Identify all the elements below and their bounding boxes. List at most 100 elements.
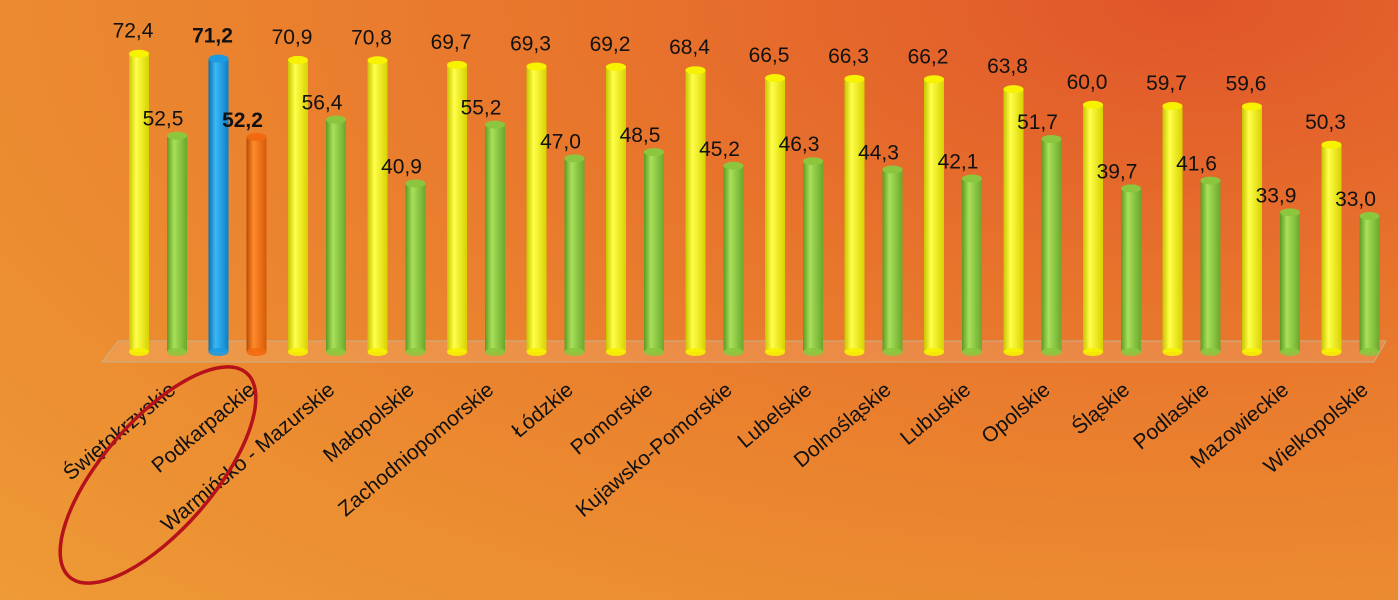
value-label: 51,7 xyxy=(1017,111,1058,134)
bar-series2 xyxy=(1121,188,1141,352)
bar-base xyxy=(1200,348,1221,356)
bar-cap xyxy=(765,74,785,83)
bar-base xyxy=(129,348,149,356)
value-label: 56,4 xyxy=(302,92,343,115)
bar-base xyxy=(1359,348,1380,356)
value-label: 33,0 xyxy=(1335,188,1376,211)
value-label: 72,4 xyxy=(113,20,154,43)
bar-base xyxy=(405,348,426,356)
value-label: 42,1 xyxy=(938,151,979,174)
bar-cap xyxy=(1200,176,1221,185)
bar-base xyxy=(962,348,982,356)
bar-base xyxy=(803,348,823,356)
value-label: 66,2 xyxy=(908,45,949,68)
value-label: 46,3 xyxy=(779,133,820,156)
bar-base xyxy=(1121,348,1141,356)
value-label: 60,0 xyxy=(1067,71,1108,94)
bar-series1 xyxy=(765,78,785,353)
value-label: 59,7 xyxy=(1146,72,1187,95)
value-label: 63,8 xyxy=(987,55,1028,78)
bar-series2 xyxy=(246,136,267,352)
bar-series2 xyxy=(644,152,664,352)
bar-cap xyxy=(564,154,585,163)
value-label: 66,5 xyxy=(749,44,790,67)
bar-cap xyxy=(246,132,267,141)
bar-series2 xyxy=(962,178,982,352)
bar-series1 xyxy=(1083,104,1103,352)
category-label: Łódzkie xyxy=(507,378,577,442)
bar-series2 xyxy=(1280,212,1300,352)
bar-series2 xyxy=(1359,216,1380,352)
value-label: 70,8 xyxy=(351,26,392,49)
bar-series2 xyxy=(167,135,187,352)
value-label: 40,9 xyxy=(381,155,422,178)
bar-base xyxy=(167,348,187,356)
bar-cap xyxy=(1121,184,1141,193)
bar-cap xyxy=(1041,134,1062,143)
category-label: Zachodniopomorskie xyxy=(334,378,498,521)
bar-cap xyxy=(1083,100,1103,109)
highlight-ellipse xyxy=(58,365,258,585)
bar-cap xyxy=(367,56,388,65)
bar-base xyxy=(765,348,785,356)
value-label: 68,4 xyxy=(669,36,710,59)
bar-series1 xyxy=(924,79,944,353)
bar-cap xyxy=(326,115,346,124)
bar-base xyxy=(367,348,388,356)
value-label: 50,3 xyxy=(1305,111,1346,134)
bar-series1 xyxy=(208,58,229,352)
value-label: 52,5 xyxy=(143,108,184,131)
value-label: 44,3 xyxy=(858,141,899,164)
bar-base xyxy=(606,348,626,356)
bar-series1 xyxy=(685,70,706,352)
category-label: Opolskie xyxy=(977,378,1054,448)
bar-cap xyxy=(882,165,903,174)
category-label: Lubuskie xyxy=(896,378,975,450)
bar-cap xyxy=(803,157,823,166)
bar-series1 xyxy=(1242,106,1262,352)
bar-cap xyxy=(526,62,547,71)
bar-series1 xyxy=(1162,106,1183,352)
bar-base xyxy=(882,348,903,356)
bar-base xyxy=(288,348,308,356)
bar-cap xyxy=(962,174,982,183)
category-label: Kujawsko-Pomorskie xyxy=(572,378,737,522)
bar-base xyxy=(246,348,267,356)
bar-cap xyxy=(844,74,865,83)
bar-series1 xyxy=(1321,144,1342,352)
bar-cap xyxy=(405,179,426,188)
bar-base xyxy=(447,348,467,356)
bar-cap xyxy=(167,131,187,140)
bar-cap xyxy=(1162,102,1183,111)
bar-base xyxy=(564,348,585,356)
bar-series1 xyxy=(1003,89,1024,353)
value-label: 69,7 xyxy=(431,31,472,54)
bar-base xyxy=(1242,348,1262,356)
bar-series2 xyxy=(1041,138,1062,352)
bar-cap xyxy=(723,161,744,170)
bar-base xyxy=(844,348,865,356)
bar-base xyxy=(924,348,944,356)
bar-base xyxy=(685,348,706,356)
bar-base xyxy=(1041,348,1062,356)
bar-series1 xyxy=(844,78,865,353)
bar-cap xyxy=(1242,102,1262,111)
bars-group xyxy=(129,49,1380,356)
value-label: 71,2 xyxy=(192,25,233,48)
bar-base xyxy=(1003,348,1024,356)
value-labels-group: 72,4 52,5 71,2 52,2 70,9 56,4 70,8 40,9 69,7 55,2… xyxy=(113,20,1376,211)
bar-cap xyxy=(288,55,308,64)
bar-series1 xyxy=(367,60,388,352)
value-label: 69,2 xyxy=(590,33,631,56)
value-label: 39,7 xyxy=(1097,160,1138,183)
bar-series2 xyxy=(405,183,426,352)
bar-base xyxy=(1162,348,1183,356)
bar-base xyxy=(644,348,664,356)
value-label: 48,5 xyxy=(620,124,661,147)
bar-cap xyxy=(1359,212,1380,221)
value-label: 52,2 xyxy=(222,109,263,132)
bar-cap xyxy=(685,66,706,75)
value-label: 69,3 xyxy=(510,32,551,55)
bar-cap xyxy=(485,120,505,129)
bar-series2 xyxy=(723,165,744,352)
